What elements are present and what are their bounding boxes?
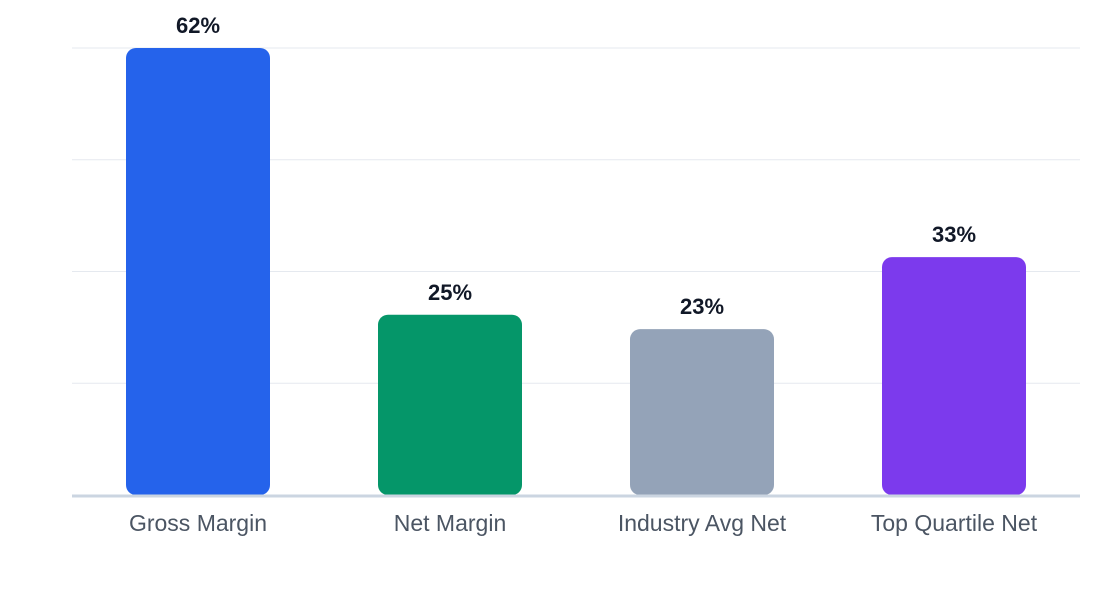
category-label-gross-margin: Gross Margin bbox=[129, 510, 267, 536]
category-label-top-quartile-net: Top Quartile Net bbox=[871, 510, 1038, 536]
value-label-gross-margin: 62% bbox=[176, 13, 220, 38]
value-label-top-quartile-net: 33% bbox=[932, 222, 976, 247]
bar-gross-margin bbox=[126, 48, 270, 495]
bar-net-margin bbox=[378, 314, 522, 495]
bar-top-quartile-net bbox=[882, 257, 1026, 495]
bars-group bbox=[126, 48, 1026, 495]
category-label-industry-avg-net: Industry Avg Net bbox=[618, 510, 787, 536]
bar-industry-avg-net bbox=[630, 329, 774, 495]
category-label-net-margin: Net Margin bbox=[394, 510, 506, 536]
value-label-industry-avg-net: 23% bbox=[680, 294, 724, 319]
value-label-net-margin: 25% bbox=[428, 280, 472, 305]
labels-group: 62% Gross Margin 25% Net Margin 23% Industry … bbox=[129, 13, 1038, 536]
